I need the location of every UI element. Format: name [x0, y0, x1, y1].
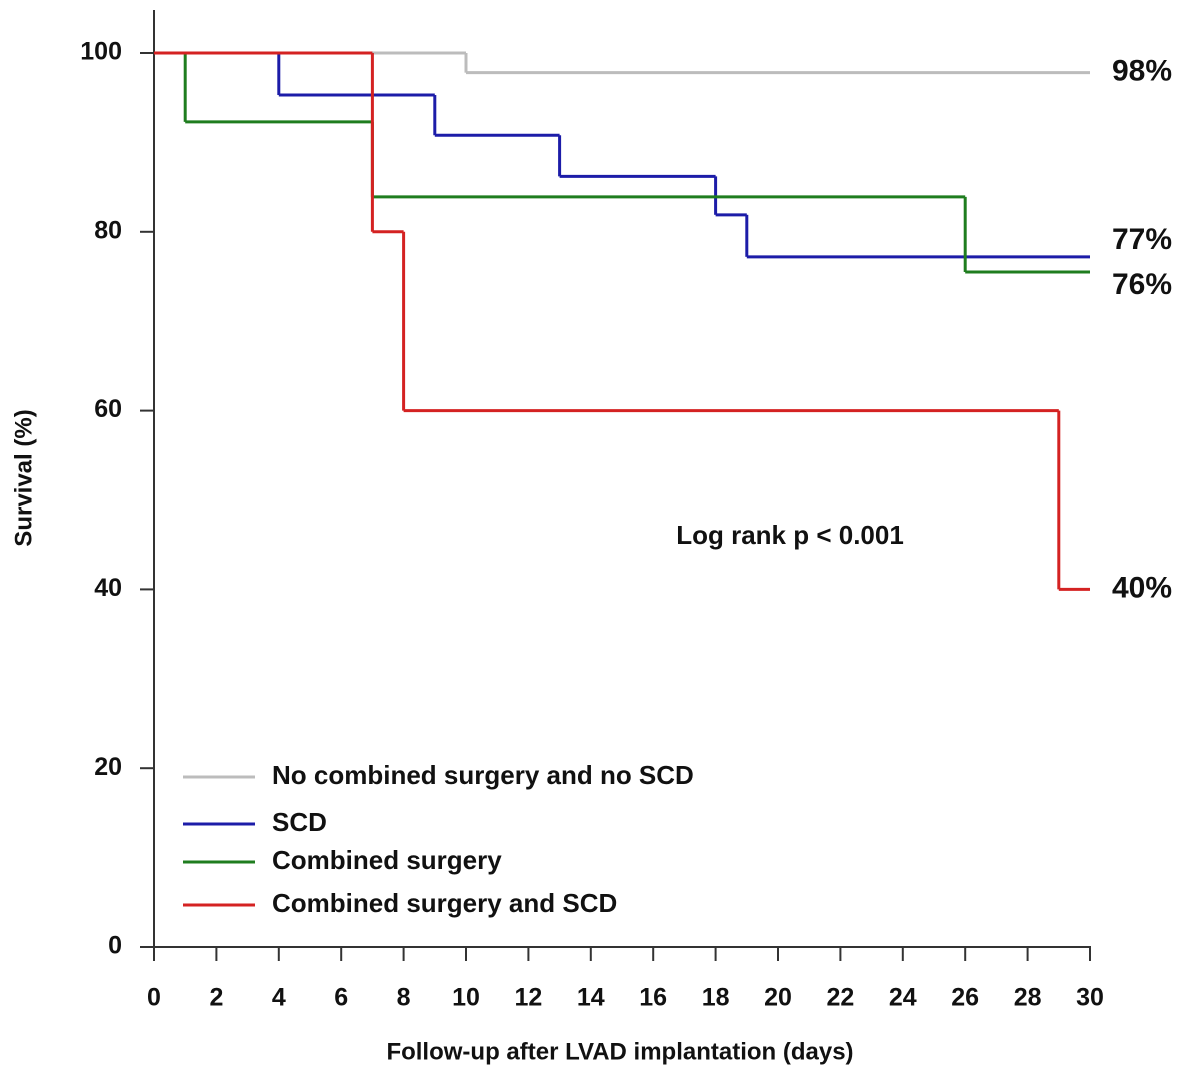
y-axis-title: Survival (%) — [10, 409, 37, 546]
legend-label: Combined surgery and SCD — [272, 888, 617, 918]
x-tick-label: 30 — [1076, 984, 1104, 1012]
x-tick-label: 12 — [514, 984, 542, 1012]
y-tick-label: 0 — [108, 932, 122, 960]
x-tick-label: 2 — [209, 984, 223, 1012]
end-label: 77% — [1112, 223, 1172, 256]
x-tick-label: 16 — [639, 984, 667, 1012]
x-tick-label: 10 — [452, 984, 480, 1012]
x-tick-label: 18 — [702, 984, 730, 1012]
x-tick-label: 24 — [889, 984, 917, 1012]
y-tick-label: 100 — [80, 38, 122, 66]
annotation: Log rank p < 0.001 — [676, 520, 904, 550]
x-tick-label: 8 — [397, 984, 411, 1012]
legend-label: Combined surgery — [272, 845, 502, 875]
x-tick-label: 22 — [826, 984, 854, 1012]
x-tick-label: 26 — [951, 984, 979, 1012]
end-label: 40% — [1112, 571, 1172, 604]
y-tick-label: 80 — [94, 216, 122, 244]
end-label: 98% — [1112, 55, 1172, 88]
x-tick-label: 0 — [147, 984, 161, 1012]
end-label: 76% — [1112, 268, 1172, 301]
x-axis-title: Follow-up after LVAD implantation (days) — [386, 1038, 853, 1065]
y-tick-label: 40 — [94, 574, 122, 602]
x-tick-label: 4 — [272, 984, 286, 1012]
x-tick-label: 14 — [577, 984, 605, 1012]
x-tick-label: 6 — [334, 984, 348, 1012]
legend-label: No combined surgery and no SCD — [272, 760, 694, 790]
legend-label: SCD — [272, 807, 327, 837]
y-tick-label: 20 — [94, 753, 122, 781]
x-tick-label: 28 — [1014, 984, 1042, 1012]
y-tick-label: 60 — [94, 395, 122, 423]
x-tick-label: 20 — [764, 984, 792, 1012]
